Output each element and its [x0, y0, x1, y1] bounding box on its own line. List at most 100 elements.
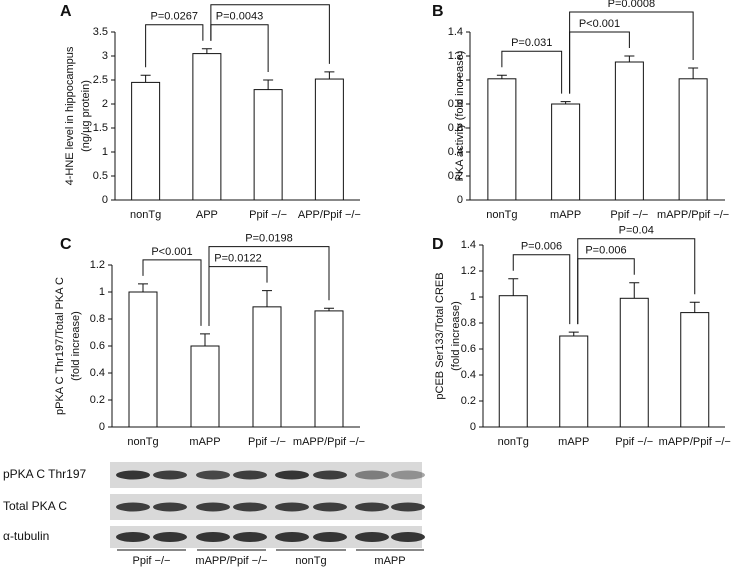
x-tick-label: Ppif −/− [615, 436, 653, 448]
blot-band [313, 532, 347, 542]
blot-band [355, 502, 389, 512]
y-tick-label: 1.2 [461, 265, 476, 277]
y-tick-label: 0 [99, 421, 105, 433]
blot-band [391, 532, 425, 542]
y-tick-label: 2 [102, 98, 108, 110]
bar [314, 78, 344, 201]
group-label: nonTg [295, 555, 326, 567]
y-tick-label: 0.8 [90, 313, 105, 325]
y-tick-label: 3.5 [93, 26, 108, 38]
blot-band [391, 470, 425, 480]
error-bar [262, 290, 272, 307]
blot-band [275, 502, 309, 512]
group-label: Ppif −/− [133, 555, 171, 567]
significance-bracket [142, 259, 202, 326]
y-tick-label: 0 [457, 194, 463, 206]
error-bar [200, 333, 210, 346]
bar [559, 335, 589, 428]
error-bar [689, 301, 700, 313]
panel-letter: D [432, 236, 444, 253]
bar [192, 53, 222, 201]
bar [252, 306, 282, 428]
bar [131, 81, 161, 201]
error-bar [624, 55, 635, 62]
blot-band [153, 470, 187, 480]
p-value: P<0.001 [579, 18, 620, 30]
panel-letter: C [60, 236, 72, 253]
y-tick-label: 0.8 [448, 98, 463, 110]
blot-band [275, 470, 309, 480]
blot-band [355, 470, 389, 480]
y-axis-label: 4-HNE level in hippocampus [64, 46, 76, 185]
bar [190, 345, 220, 428]
y-axis-label: (ng/µg protein) [80, 80, 92, 152]
blot-band [313, 470, 347, 480]
blot-band [196, 502, 230, 512]
y-tick-label: 1.2 [90, 259, 105, 271]
y-axis-label: (fold increase) [70, 311, 82, 381]
bar [680, 312, 710, 428]
blot-row-label: α-tubulin [3, 529, 49, 543]
panel-letter: A [60, 3, 72, 20]
significance-bracket [208, 246, 330, 326]
x-tick-label: Ppif −/− [249, 209, 287, 221]
x-tick-label: mAPP [189, 436, 220, 448]
p-value: P=0.0321 [246, 0, 293, 3]
blot-band [233, 532, 267, 542]
blot-band [153, 532, 187, 542]
significance-bracket [577, 238, 696, 325]
error-bar [560, 101, 571, 104]
y-tick-label: 1 [457, 74, 463, 86]
error-bar [263, 79, 274, 90]
x-tick-label: Ppif −/− [248, 436, 286, 448]
p-value: P=0.0008 [608, 0, 655, 10]
p-value: P<0.001 [151, 246, 192, 258]
p-value: P=0.0267 [151, 11, 198, 23]
y-tick-label: 1.4 [461, 239, 476, 251]
x-tick-label: mAPP [558, 436, 589, 448]
y-tick-label: 0.4 [90, 367, 105, 379]
y-tick-label: 0.2 [90, 394, 105, 406]
blot-band [355, 532, 389, 542]
error-bar [324, 307, 334, 311]
p-value: P=0.0198 [245, 233, 292, 245]
error-bar [324, 71, 335, 80]
y-tick-label: 1.4 [448, 26, 463, 38]
bar [551, 103, 581, 201]
y-axis-label: (fold increase) [450, 301, 462, 371]
blot-band [275, 532, 309, 542]
x-tick-label: APP [196, 209, 218, 221]
p-value: P=0.04 [619, 225, 654, 237]
x-tick-label: mAPP/Ppif −/− [657, 209, 729, 221]
x-tick-label: mAPP/Ppif −/− [659, 436, 731, 448]
p-value: P=0.0122 [214, 253, 261, 265]
blot-band [313, 502, 347, 512]
blot-band [196, 470, 230, 480]
x-tick-label: mAPP [550, 209, 581, 221]
x-tick-label: APP/Ppif −/− [298, 209, 361, 221]
y-tick-label: 1.5 [93, 122, 108, 134]
error-bar [140, 74, 151, 83]
bar [314, 310, 344, 428]
blot-band [116, 532, 150, 542]
bar [614, 61, 644, 201]
error-bar [138, 283, 148, 292]
y-tick-label: 0 [102, 194, 108, 206]
y-tick-label: 0.4 [461, 369, 476, 381]
y-tick-label: 0 [470, 421, 476, 433]
blot-band [116, 502, 150, 512]
y-tick-label: 2.5 [93, 74, 108, 86]
x-tick-label: nonTg [498, 436, 529, 448]
y-tick-label: 0.8 [461, 317, 476, 329]
error-bar [496, 74, 507, 79]
group-label: mAPP/Ppif −/− [195, 555, 267, 567]
p-value: P=0.006 [521, 241, 562, 253]
bar [253, 89, 283, 201]
error-bar [568, 331, 579, 336]
significance-bracket [145, 24, 204, 68]
bar [678, 78, 708, 201]
error-bar [629, 282, 640, 299]
y-tick-label: 0.5 [93, 170, 108, 182]
y-tick-label: 1 [99, 286, 105, 298]
